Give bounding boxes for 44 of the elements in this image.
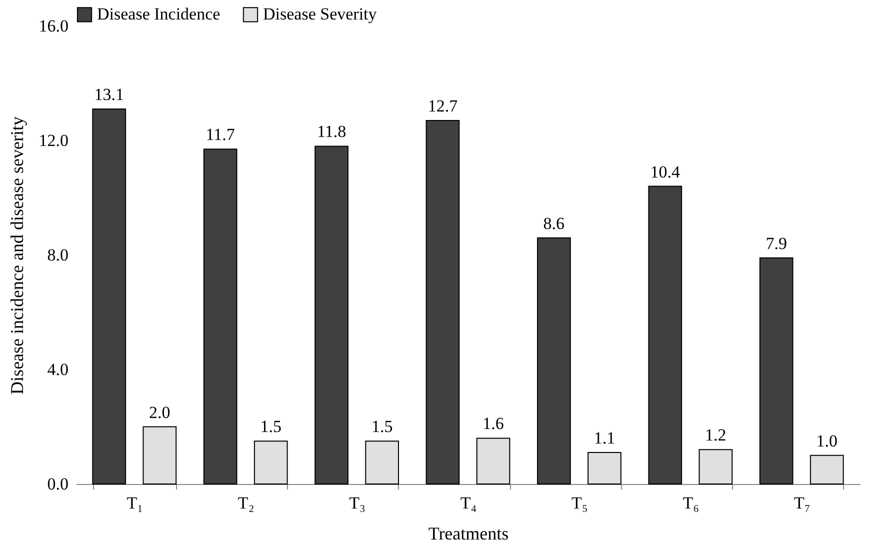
y-tick-label: 4.0 <box>47 360 68 379</box>
bar <box>537 237 571 484</box>
bar <box>698 449 733 484</box>
data-label: 13.1 <box>94 85 124 104</box>
data-label: 1.1 <box>594 428 616 448</box>
bar <box>254 440 288 484</box>
y-tick-label: 12.0 <box>38 131 68 150</box>
x-tick-label: T₂ <box>238 494 254 512</box>
bar <box>203 148 238 484</box>
legend-label: Disease Severity <box>263 4 378 24</box>
x-tick-label: T₆ <box>682 494 700 512</box>
data-label: 2.0 <box>149 402 170 422</box>
x-tick-label: T₇ <box>794 494 810 512</box>
x-tick-label: T₃ <box>349 494 366 512</box>
data-label: 10.4 <box>650 162 681 182</box>
bar <box>92 108 126 484</box>
y-tick-label: 8.0 <box>47 246 68 264</box>
x-axis-title: Treatments <box>428 524 509 544</box>
bar <box>648 186 682 484</box>
bar <box>142 426 177 484</box>
y-tick-label: 0.0 <box>47 474 68 494</box>
data-label: 12.7 <box>428 96 458 116</box>
data-label: 11.7 <box>206 125 236 144</box>
bar <box>314 146 348 484</box>
data-label: 1.2 <box>705 426 726 445</box>
data-label: 1.5 <box>371 417 393 436</box>
data-label: 7.9 <box>766 234 787 253</box>
x-tick-label: T₅ <box>572 494 588 512</box>
y-tick-label: 16.0 <box>38 16 68 36</box>
x-tick-label: T₄ <box>460 494 477 512</box>
bar <box>476 438 510 484</box>
x-tick-label: T₁ <box>126 494 144 512</box>
bar <box>759 257 794 484</box>
data-label: 1.0 <box>816 431 838 450</box>
bar <box>588 452 622 484</box>
data-label: 1.6 <box>482 414 504 434</box>
bar <box>426 120 460 484</box>
y-axis-title: Disease incidence and disease severity <box>6 116 27 394</box>
data-label: 11.8 <box>316 122 346 142</box>
bar <box>365 440 399 484</box>
data-label: 1.5 <box>260 417 282 436</box>
legend-label: Disease Incidence <box>97 4 220 24</box>
bar <box>810 454 844 484</box>
data-label: 8.6 <box>543 214 565 233</box>
